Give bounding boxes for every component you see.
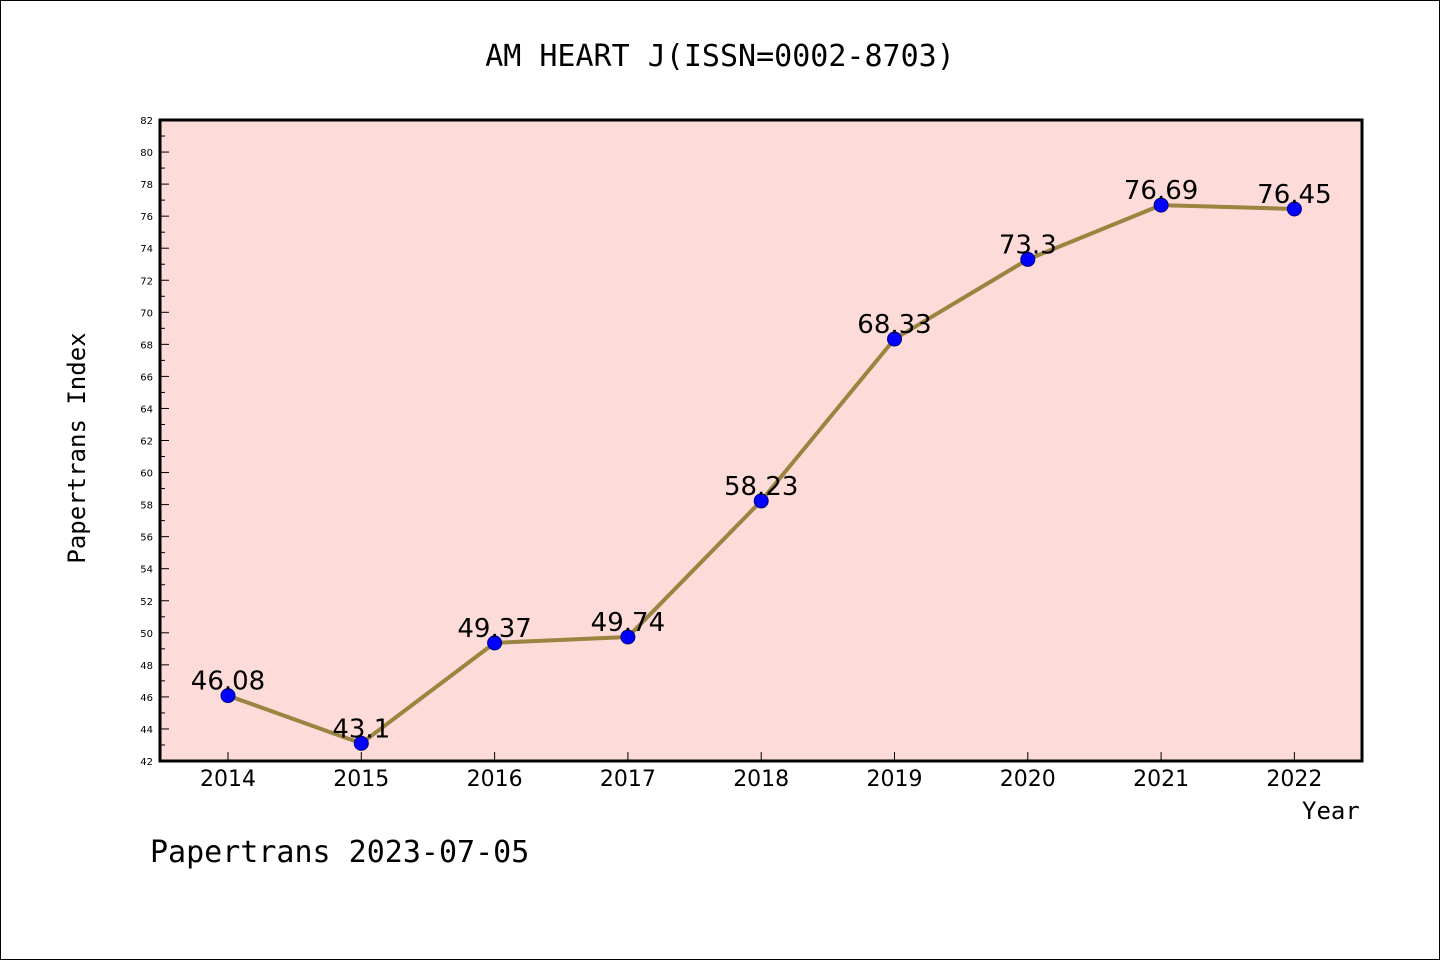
data-label: 68.33 [857,310,931,340]
data-point [353,735,369,751]
data-label: 76.69 [1124,176,1198,206]
data-label: 49.37 [457,614,531,644]
y-tick-label: 58 [140,501,153,512]
y-tick-label: 64 [140,404,153,415]
plot-frame [158,118,1364,763]
x-axis-label: Year [1302,797,1360,825]
y-tick-label: 62 [140,437,153,448]
x-tick-label: 2020 [1000,767,1056,792]
y-tick-label: 60 [140,469,153,480]
data-point [1153,197,1169,213]
data-label: 76.45 [1257,180,1331,210]
y-tick-label: 80 [140,148,153,159]
data-point [220,688,236,704]
y-tick-label: 82 [140,116,153,127]
data-label: 73.3 [999,230,1057,260]
x-tick-label: 2015 [333,767,389,792]
y-tick-label: 46 [140,693,153,704]
y-tick-label: 66 [140,372,153,383]
data-label: 49.74 [591,608,665,638]
plot-background [160,120,1362,761]
data-point [620,629,636,645]
x-tick-label: 2022 [1266,767,1322,792]
y-tick-label: 72 [140,276,153,287]
footer-text: Papertrans 2023-07-05 [150,835,530,870]
y-tick-label: 42 [140,757,153,768]
x-tick-label: 2021 [1133,767,1189,792]
data-point [753,493,769,509]
y-tick-label: 70 [140,308,153,319]
data-label: 58.23 [724,472,798,502]
data-point [887,331,902,347]
y-tick-label: 74 [140,244,153,255]
x-tick-label: 2018 [733,767,789,792]
y-tick-label: 50 [140,629,153,640]
y-tick-label: 76 [140,212,153,223]
y-tick-label: 44 [140,725,153,736]
y-tick-label: 54 [140,565,153,576]
data-point [1286,201,1302,217]
y-tick-label: 48 [140,661,153,672]
y-tick-label: 52 [140,597,153,608]
chart-title: AM HEART J(ISSN=0002-8703) [485,39,955,74]
y-tick-label: 56 [140,533,153,544]
data-point [1020,251,1036,267]
y-tick-label: 78 [140,180,153,191]
x-tick-label: 2016 [467,767,523,792]
x-tick-label: 2017 [600,767,656,792]
data-point [487,635,503,651]
data-label: 43.1 [332,714,390,744]
data-label: 46.08 [191,667,265,697]
x-tick-label: 2014 [200,767,256,792]
y-tick-label: 68 [140,340,153,351]
x-tick-label: 2019 [867,767,923,792]
